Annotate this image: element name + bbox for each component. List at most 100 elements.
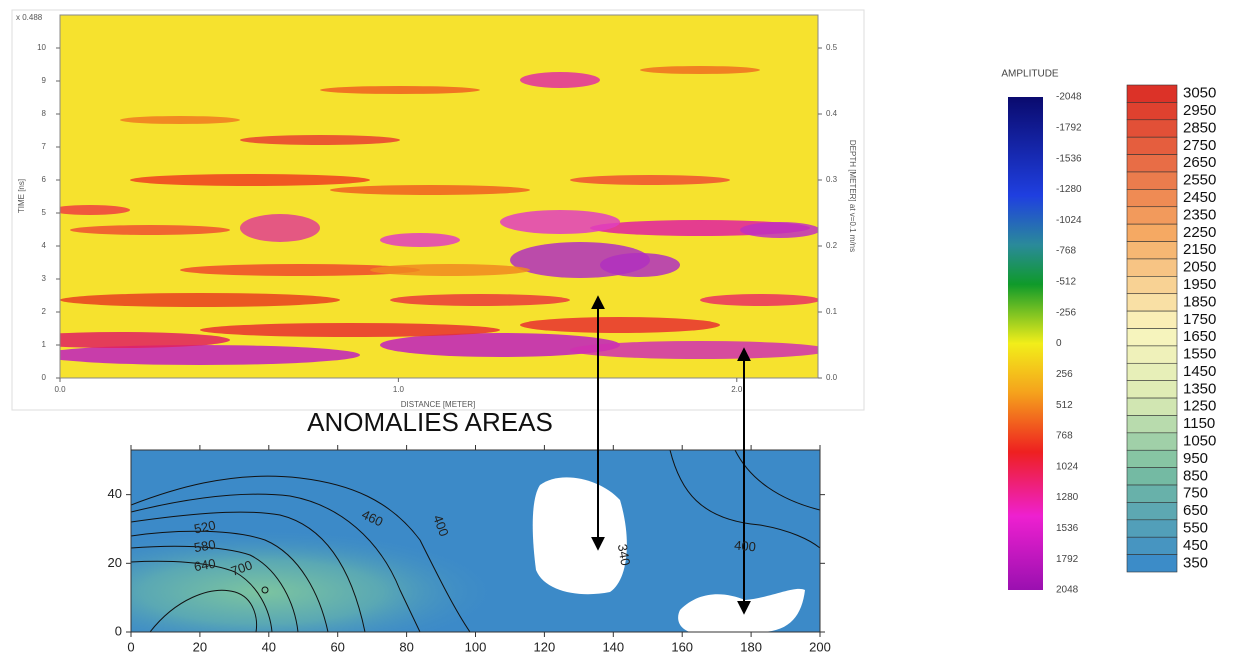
y-tick-label: 0 (42, 373, 47, 382)
texture (320, 86, 480, 94)
x-tick-label: 0.0 (54, 385, 66, 394)
colorbar-label: 450 (1183, 537, 1208, 554)
texture (520, 72, 600, 88)
y-tick-label: 10 (37, 43, 46, 52)
texture (380, 333, 620, 357)
x-tick-label: 160 (671, 639, 693, 654)
radargram-image (60, 15, 818, 378)
colorbar-band (1126, 519, 1178, 538)
y-tick-label: 40 (108, 486, 122, 501)
x-axis-label: DISTANCE [METER] (401, 400, 476, 409)
texture (740, 222, 818, 238)
y-tick-label: 5 (42, 208, 47, 217)
x-tick-label: 2.0 (731, 385, 743, 394)
colorbar-label: -256 (1056, 307, 1076, 318)
colorbar-band (1126, 119, 1178, 138)
colorbar-band (1126, 136, 1178, 155)
x-tick-label: 180 (740, 639, 762, 654)
colorbar-label: 850 (1183, 467, 1208, 484)
colorbar-label: 650 (1183, 502, 1208, 519)
amplitude-colorbar (1008, 97, 1043, 590)
contour-label: 700 (229, 557, 255, 579)
colorbar-band (1126, 380, 1178, 399)
colorbar-band (1126, 293, 1178, 312)
texture (120, 116, 240, 124)
colorbar-label: 0 (1056, 338, 1062, 349)
texture (200, 323, 500, 337)
colorbar-title: AMPLITUDE (1001, 69, 1059, 80)
colorbar-band (1126, 258, 1178, 277)
x-tick-label: 60 (330, 639, 344, 654)
colorbar-band (1126, 536, 1178, 555)
contour-image (131, 450, 820, 632)
colorbar-label: 1650 (1183, 328, 1216, 345)
colorbar-label: 1250 (1183, 398, 1216, 415)
colorbar-label: -2048 (1056, 92, 1082, 103)
texture (640, 66, 760, 74)
x-tick-label: 100 (465, 639, 487, 654)
y-axis-label: TIME [ns] (17, 179, 26, 213)
colorbar-label: 1150 (1183, 415, 1215, 432)
colorbar-band (1126, 415, 1178, 434)
texture (130, 174, 370, 186)
y-tick-label: 20 (108, 555, 122, 570)
colorbar-label: 768 (1056, 431, 1073, 442)
colorbar-label: 550 (1183, 519, 1208, 536)
colorbar-label: 512 (1056, 400, 1073, 411)
colorbar-label: 2650 (1183, 154, 1216, 171)
y-tick-label: 7 (42, 142, 47, 151)
colorbar-label: -512 (1056, 277, 1076, 288)
colorbar-label: 2250 (1183, 224, 1216, 241)
contour-title: ANOMALIES AREAS (307, 407, 553, 437)
colorbar-band (1126, 502, 1178, 521)
y-tick-label: 3 (42, 274, 47, 283)
contour-label: 640 (193, 556, 217, 575)
colorbar-label: -1792 (1056, 122, 1082, 133)
x-tick-label: 120 (534, 639, 556, 654)
contour-label: 400 (430, 513, 452, 539)
y2-tick-label: 0.5 (826, 43, 838, 52)
contour-colorbar: 3050295028502750265025502450235022502150… (1126, 84, 1216, 573)
colorbar-band (1126, 206, 1178, 225)
x-tick-label: 20 (193, 639, 207, 654)
colorbar-label: -1536 (1056, 153, 1082, 164)
radargram-border (59, 14, 819, 379)
texture (60, 293, 340, 307)
colorbar-band (1126, 345, 1178, 364)
colorbar-band (1126, 84, 1178, 103)
y-tick-label: 1 (42, 340, 47, 349)
colorbar-band (1126, 171, 1178, 190)
texture (570, 175, 730, 185)
x-tick-label: 140 (602, 639, 624, 654)
y-tick-label: 4 (42, 241, 47, 250)
contour-label: 520 (193, 517, 217, 536)
colorbar-label: 750 (1183, 485, 1208, 502)
colorbar-label: 1850 (1183, 293, 1216, 310)
radargram-frame (11, 9, 865, 411)
colorbar-label: 256 (1056, 369, 1073, 380)
colorbar-band (1126, 276, 1178, 295)
y-tick-label: 0 (115, 623, 122, 638)
colorbar-label: 1750 (1183, 311, 1216, 328)
texture (370, 264, 530, 276)
texture (380, 233, 460, 247)
colorbar-band (1126, 328, 1178, 347)
y2-tick-label: 0.4 (826, 109, 838, 118)
corner-label: x 0.488 (16, 13, 43, 22)
colorbar-band (1126, 102, 1178, 121)
colorbar-band (1126, 484, 1178, 503)
colorbar-label: 350 (1183, 554, 1208, 571)
texture (500, 210, 620, 234)
colorbar-band (1126, 467, 1178, 486)
colorbar-label: -768 (1056, 246, 1076, 257)
colorbar-label: 2850 (1183, 119, 1216, 136)
texture (60, 345, 360, 365)
colorbar-band (1126, 449, 1178, 468)
texture (60, 205, 130, 215)
contour-label: 400 (734, 538, 757, 555)
texture (240, 214, 320, 242)
y2-tick-label: 0.3 (826, 175, 838, 184)
texture (240, 135, 400, 145)
y2-tick-label: 0.1 (826, 307, 838, 316)
